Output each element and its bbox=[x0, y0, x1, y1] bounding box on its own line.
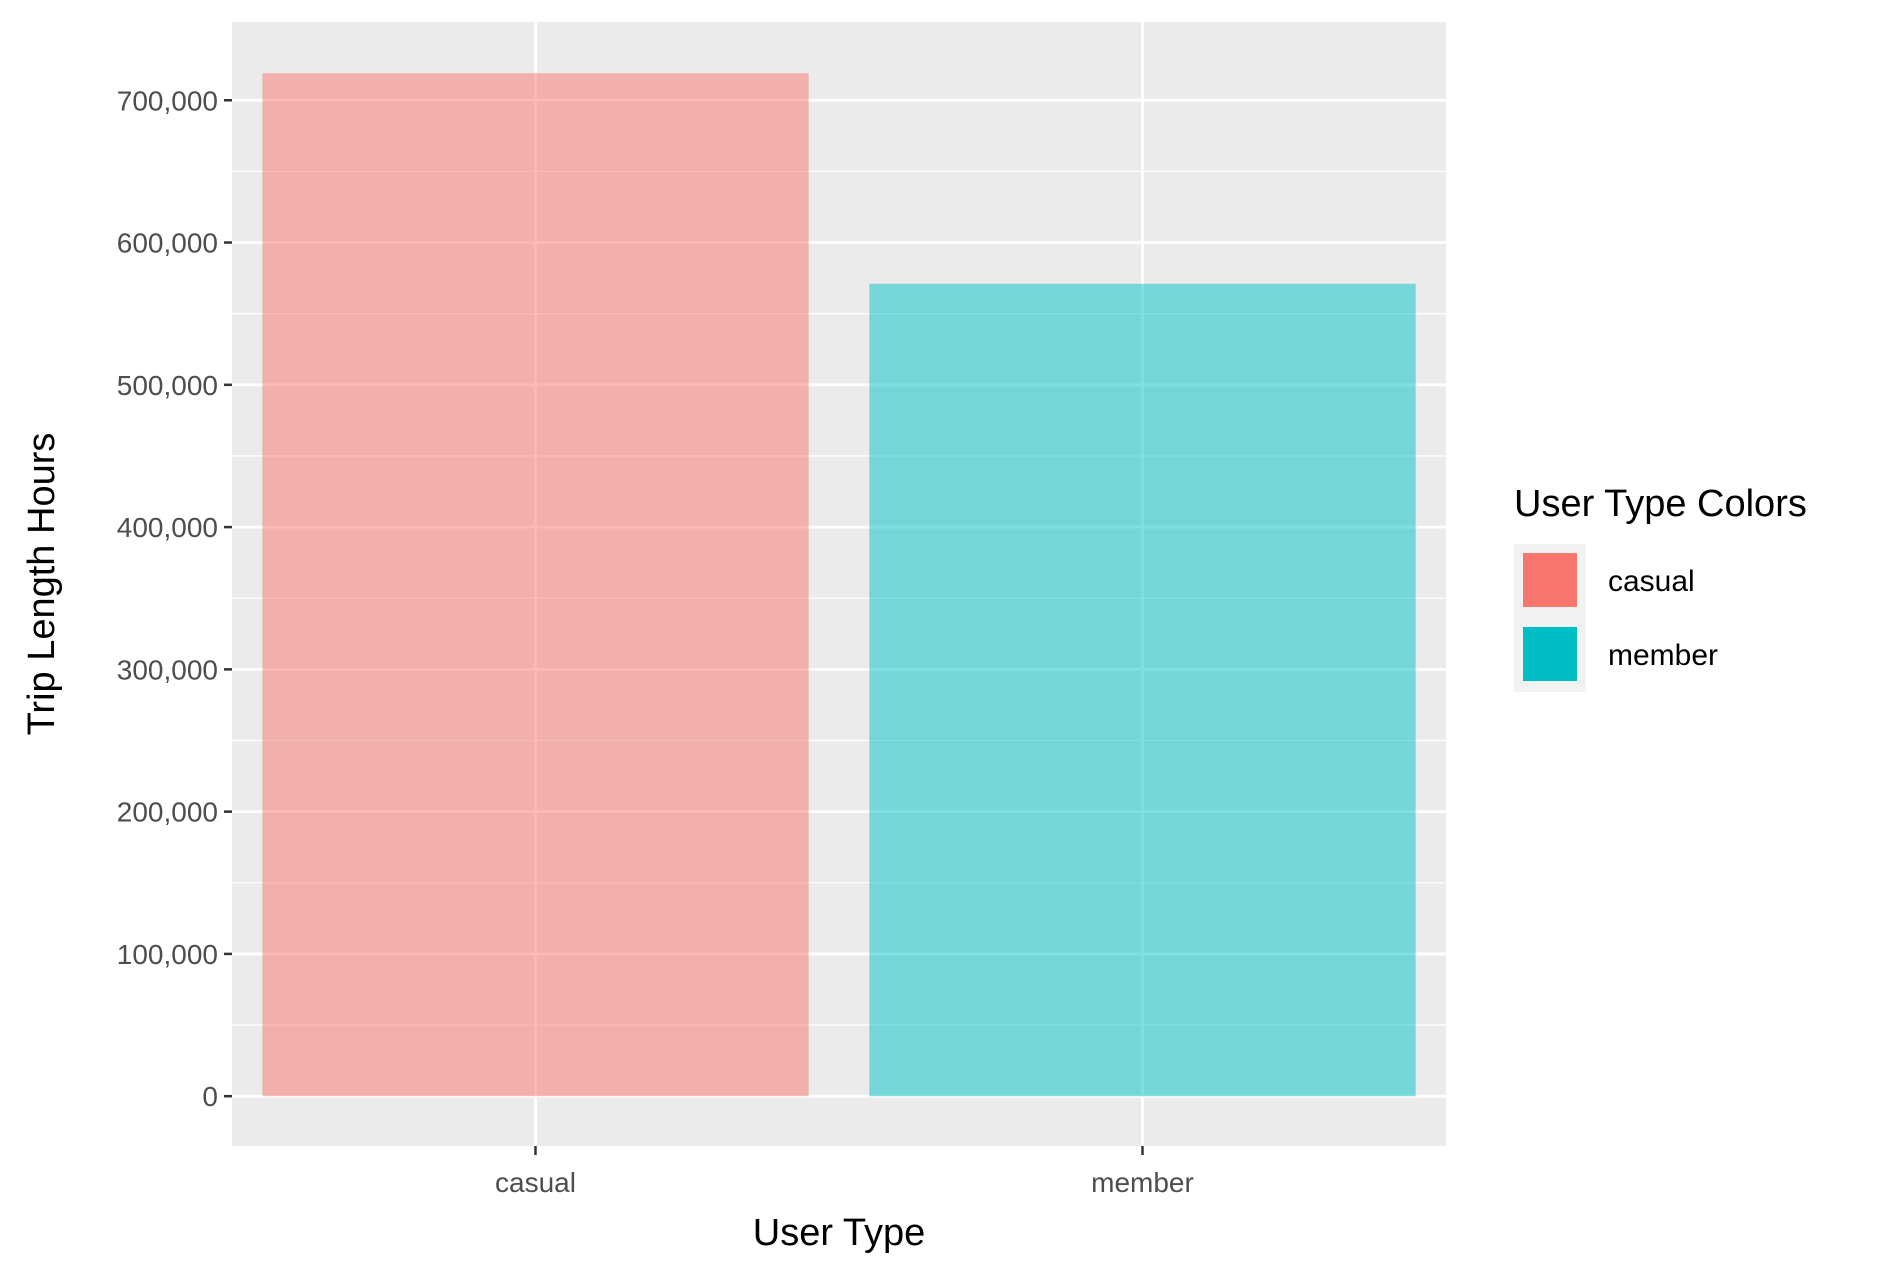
y-tick-label: 300,000 bbox=[117, 654, 218, 685]
y-tick-label: 400,000 bbox=[117, 512, 218, 543]
legend-swatch-casual bbox=[1523, 553, 1577, 607]
legend-title: User Type Colors bbox=[1514, 483, 1807, 525]
legend-items: casual member bbox=[1523, 553, 1718, 681]
legend-swatch-member bbox=[1523, 627, 1577, 681]
x-tick-label-casual: casual bbox=[495, 1167, 576, 1198]
y-tick-label: 600,000 bbox=[117, 228, 218, 259]
y-tick-label: 700,000 bbox=[117, 85, 218, 116]
y-axis-title: Trip Length Hours bbox=[21, 433, 63, 736]
bars bbox=[262, 73, 1416, 1097]
y-axis: 0 100,000 200,000 300,000 400,000 500,000 600,… bbox=[117, 85, 232, 1112]
y-tick-label: 200,000 bbox=[117, 797, 218, 828]
legend: User Type Colors casual member bbox=[1514, 483, 1807, 692]
x-axis: casual member bbox=[495, 1146, 1194, 1198]
x-tick-label-member: member bbox=[1091, 1167, 1194, 1198]
y-tick-label: 500,000 bbox=[117, 370, 218, 401]
bar-member bbox=[869, 283, 1416, 1097]
legend-label-casual: casual bbox=[1608, 565, 1695, 598]
x-axis-title: User Type bbox=[753, 1212, 925, 1254]
y-tick-label: 100,000 bbox=[117, 939, 218, 970]
bar-casual bbox=[262, 73, 809, 1097]
legend-label-member: member bbox=[1608, 639, 1718, 672]
y-tick-label: 0 bbox=[202, 1081, 218, 1112]
